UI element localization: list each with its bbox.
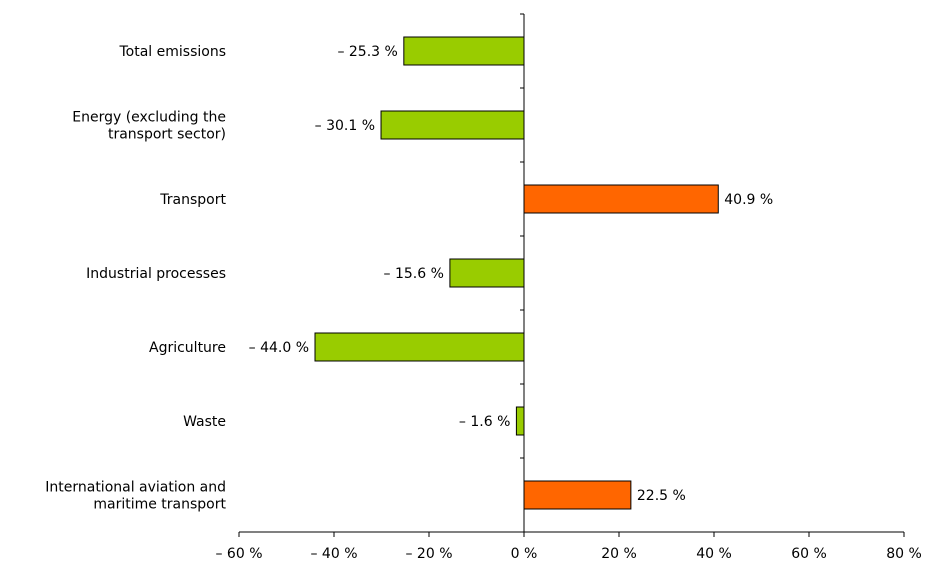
category-label: Total emissions [119,44,227,60]
x-tick-label: – 40 % [310,546,357,562]
category-label: International aviation and maritime trans… [45,480,226,513]
x-tick-label: – 60 % [215,546,262,562]
x-tick-label: 20 % [601,546,637,562]
x-tick-label: 40 % [696,546,732,562]
bar [380,110,525,140]
category-label: Industrial processes [86,266,226,282]
data-label: – 15.6 % [384,266,444,282]
bars-layer [314,36,719,510]
axes-layer [238,13,905,537]
bar [314,332,525,362]
data-label: 40.9 % [724,192,773,208]
labels-layer: Total emissions – 25.3 % Energy (excluding… [45,44,922,562]
data-label: – 44.0 % [249,340,309,356]
bar [523,480,632,510]
bar [403,36,525,66]
category-label: Energy (excluding the transport sector) [72,110,226,143]
data-label: – 30.1 % [315,118,375,134]
category-label: Transport [159,192,226,208]
data-label: 22.5 % [637,488,686,504]
category-label: Waste [183,414,226,430]
category-label: Agriculture [149,340,226,356]
bar [515,406,525,436]
data-label: – 1.6 % [459,414,510,430]
x-tick-label: – 20 % [405,546,452,562]
x-tick-label: 0 % [511,546,538,562]
bar [449,258,525,288]
bar [523,184,719,214]
data-label: – 25.3 % [337,44,397,60]
x-tick-label: 80 % [886,546,922,562]
x-tick-label: 60 % [791,546,827,562]
